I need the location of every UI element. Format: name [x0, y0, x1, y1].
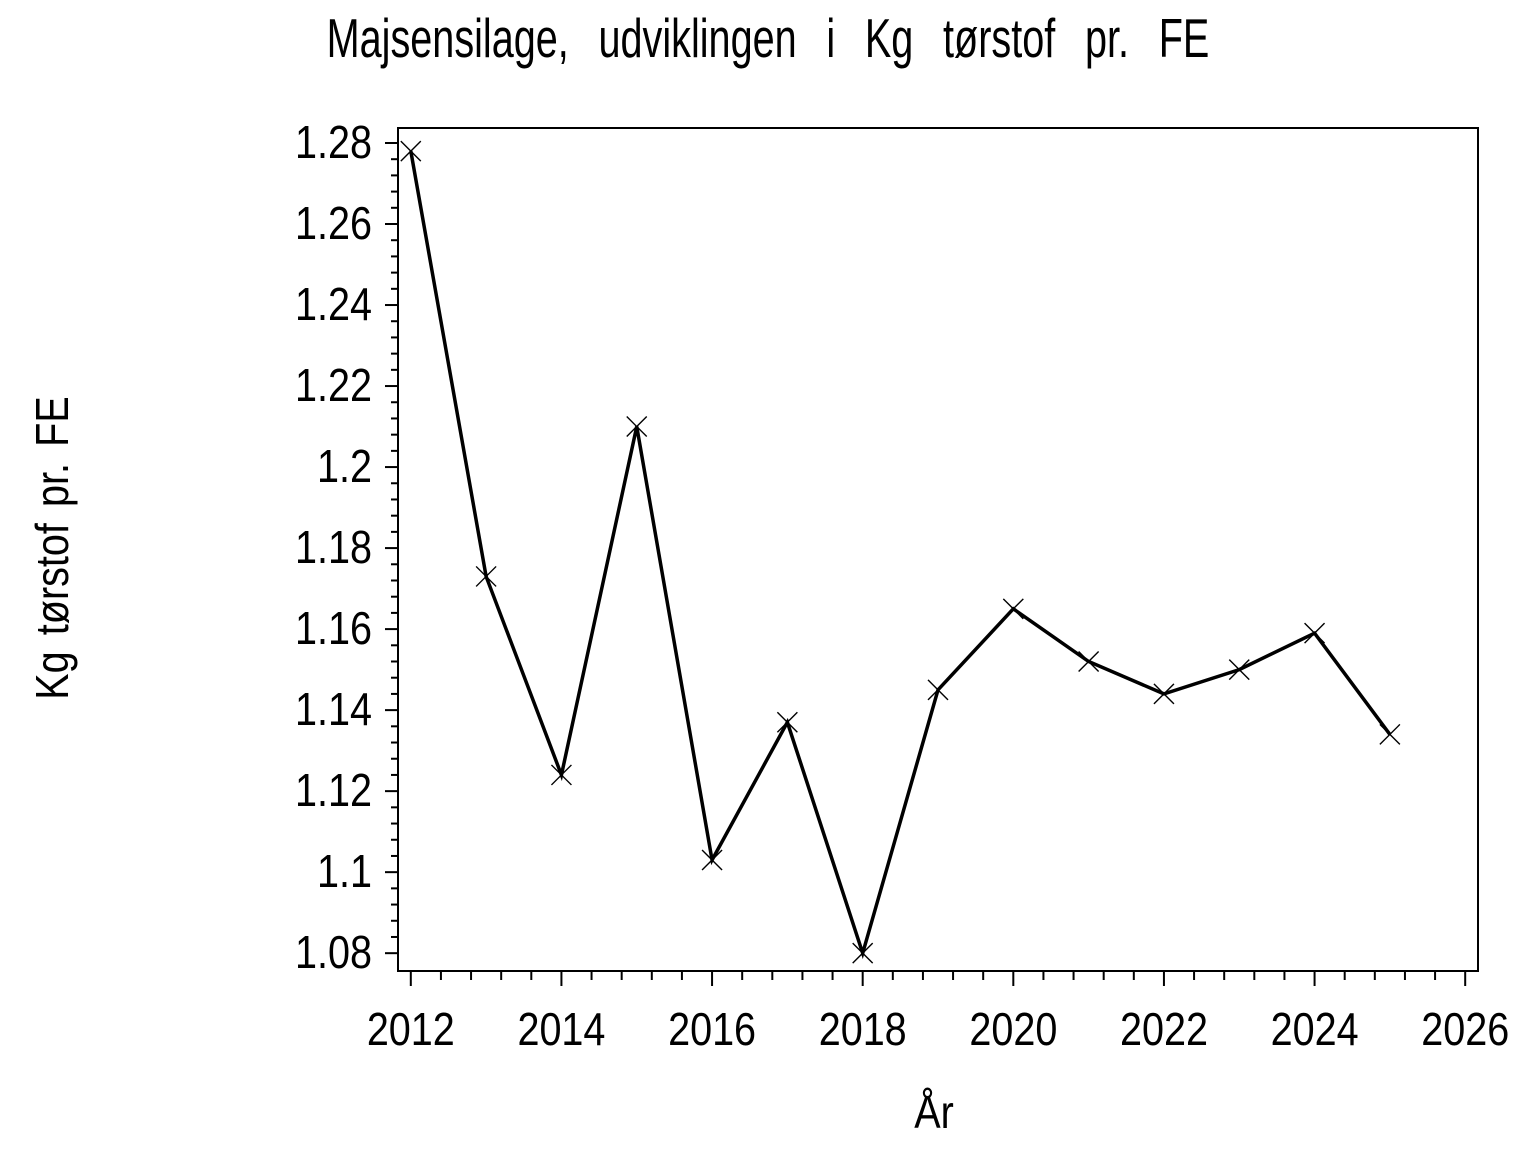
marker-stroke — [1304, 622, 1326, 644]
marker-stroke — [852, 942, 874, 964]
y-tick-label-text: 1.18 — [295, 522, 372, 573]
x-tick-label: 2022 — [1120, 1004, 1208, 1055]
data-marker — [927, 679, 949, 701]
marker-stroke — [927, 679, 949, 701]
y-tick-label-text: 1.12 — [295, 765, 372, 816]
marker-stroke — [776, 711, 798, 733]
data-marker — [776, 711, 798, 733]
x-tick-label-text: 2012 — [367, 1004, 455, 1055]
marker-stroke — [701, 849, 723, 871]
marker-stroke — [1002, 598, 1024, 620]
y-tick-label: 1.24 — [295, 279, 372, 330]
chart-title: Majsensilage, udviklingen i Kg tørstof p… — [326, 7, 1210, 69]
plot-frame — [397, 127, 1479, 972]
y-tick-label-text: 1.22 — [295, 360, 372, 411]
x-tick-label: 2012 — [367, 1004, 455, 1055]
x-axis-ticks: 2012 2014 2016 2018 2020 2022 2024 2026 — [367, 971, 1509, 1056]
x-tick-label-text: 2024 — [1271, 1004, 1359, 1055]
data-marker — [1228, 659, 1250, 681]
x-tick-label-text: 2014 — [517, 1004, 605, 1055]
x-axis-title: År — [914, 1086, 954, 1138]
marker-stroke — [550, 764, 572, 786]
data-marker — [475, 565, 497, 587]
data-marker — [400, 140, 422, 162]
data-marker — [550, 764, 572, 786]
y-tick-label-text: 1.28 — [295, 117, 372, 168]
x-tick-label: 2016 — [668, 1004, 756, 1055]
y-tick-label-text: 1.08 — [295, 927, 372, 978]
y-tick-label-text: 1.2 — [317, 441, 372, 492]
data-marker — [1078, 651, 1100, 673]
x-tick-label-text: 2026 — [1421, 1004, 1509, 1055]
marker-stroke — [400, 140, 422, 162]
y-axis-ticks: 1.08 1.1 1.12 1.14 1.16 1.18 1.2 1.22 1.24 1.26 1.… — [295, 117, 398, 979]
marker-stroke — [1078, 651, 1100, 673]
x-tick-label-text: 2022 — [1120, 1004, 1208, 1055]
data-marker — [1304, 622, 1326, 644]
data-marker — [1002, 598, 1024, 620]
x-tick-label: 2018 — [819, 1004, 907, 1055]
y-tick-label-text: 1.26 — [295, 198, 372, 249]
x-tick-label: 2020 — [969, 1004, 1057, 1055]
y-tick-label-text: 1.14 — [295, 684, 372, 735]
marker-stroke — [475, 565, 497, 587]
data-marker — [701, 849, 723, 871]
data-line — [409, 150, 1392, 960]
y-tick-label-text: 1.16 — [295, 603, 372, 654]
marker-stroke — [1379, 723, 1401, 745]
x-tick-label: 2014 — [517, 1004, 605, 1055]
data-marker — [852, 942, 874, 964]
y-tick-label: 1.08 — [295, 927, 372, 978]
y-tick-label-text: 1.1 — [317, 846, 372, 897]
x-tick-label-text: 2016 — [668, 1004, 756, 1055]
marker-stroke — [1153, 683, 1175, 705]
marker-stroke — [626, 416, 648, 438]
y-tick-label: 1.18 — [295, 522, 372, 573]
x-tick-label: 2024 — [1271, 1004, 1359, 1055]
y-tick-label: 1.14 — [295, 684, 372, 735]
y-tick-label: 1.12 — [295, 765, 372, 816]
x-tick-label-text: 2020 — [969, 1004, 1057, 1055]
x-tick-label-text: 2018 — [819, 1004, 907, 1055]
data-marker — [1153, 683, 1175, 705]
data-marker — [626, 416, 648, 438]
x-tick-label: 2026 — [1421, 1004, 1509, 1055]
marker-stroke — [1228, 659, 1250, 681]
data-markers — [400, 140, 1401, 964]
y-tick-label: 1.2 — [317, 441, 372, 492]
y-tick-label: 1.1 — [317, 846, 372, 897]
data-marker — [1379, 723, 1401, 745]
y-tick-label-text: 1.24 — [295, 279, 372, 330]
y-tick-label: 1.22 — [295, 360, 372, 411]
y-tick-label: 1.28 — [295, 117, 372, 168]
y-tick-label: 1.16 — [295, 603, 372, 654]
y-tick-label: 1.26 — [295, 198, 372, 249]
